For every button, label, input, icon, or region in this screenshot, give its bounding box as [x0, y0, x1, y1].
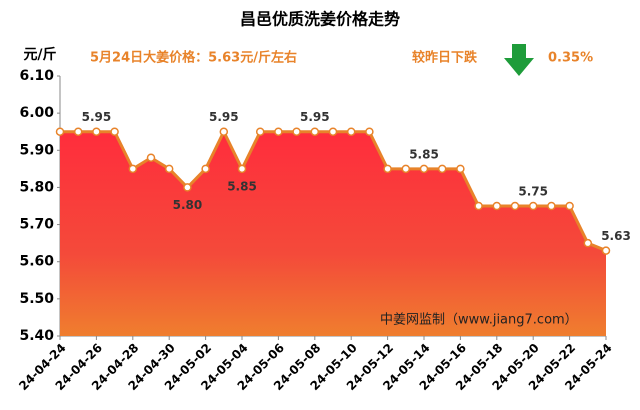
- y-tick-label: 5.50: [19, 291, 54, 307]
- value-label: 5.95: [209, 110, 239, 124]
- source-note: 中姜网监制（www.jiang7.com）: [380, 313, 578, 328]
- point-marker: [110, 127, 119, 136]
- point-marker: [510, 201, 520, 211]
- area-fill: [60, 131, 606, 336]
- y-tick-label: 5.40: [19, 328, 54, 344]
- value-label: 5.95: [300, 110, 330, 124]
- point-marker: [401, 164, 411, 174]
- plot-area: 5.405.505.605.705.805.906.006.1024-04-24…: [16, 68, 631, 393]
- point-marker: [328, 127, 338, 136]
- point-marker: [55, 127, 65, 136]
- point-marker: [583, 238, 593, 248]
- point-marker: [255, 127, 265, 136]
- point-marker: [547, 201, 556, 211]
- point-marker: [219, 127, 229, 136]
- point-marker: [492, 201, 502, 211]
- point-marker: [383, 164, 392, 174]
- y-tick-label: 5.60: [19, 254, 54, 270]
- point-marker: [237, 164, 247, 174]
- y-tick-label: 6.10: [19, 68, 54, 84]
- value-label: 5.95: [82, 110, 112, 124]
- change-value: 0.35%: [548, 51, 593, 66]
- point-marker: [437, 164, 447, 174]
- price-note: 5月24日大姜价格：5.63元/斤左右: [90, 50, 297, 66]
- point-marker: [346, 127, 356, 136]
- point-marker: [164, 164, 174, 174]
- value-label: 5.85: [227, 179, 257, 193]
- point-marker: [274, 127, 283, 136]
- point-marker: [92, 127, 101, 136]
- point-marker: [310, 127, 320, 136]
- point-marker: [146, 153, 156, 162]
- point-marker: [419, 164, 429, 174]
- point-marker: [128, 164, 138, 174]
- point-marker: [601, 246, 611, 255]
- value-label: 5.80: [173, 198, 203, 212]
- y-tick-label: 5.70: [19, 217, 54, 233]
- point-marker: [456, 164, 465, 174]
- value-label: 5.75: [518, 185, 548, 199]
- point-marker: [292, 127, 301, 136]
- point-marker: [565, 201, 574, 211]
- point-marker: [73, 127, 83, 136]
- change-label: 较昨日下跌: [412, 50, 478, 66]
- value-label: 5.63: [601, 229, 631, 243]
- point-marker: [365, 127, 374, 136]
- point-marker: [528, 201, 538, 211]
- point-marker: [474, 201, 483, 211]
- y-tick-label: 5.90: [19, 142, 54, 158]
- y-axis-label: 元/斤: [23, 46, 56, 63]
- chart-title: 昌邑优质洗姜价格走势: [240, 10, 400, 29]
- y-tick-label: 6.00: [19, 105, 54, 121]
- down-arrow-icon: [504, 44, 534, 76]
- point-marker: [201, 164, 210, 174]
- value-label: 5.85: [409, 147, 439, 161]
- y-tick-label: 5.80: [19, 179, 54, 195]
- point-marker: [183, 183, 192, 192]
